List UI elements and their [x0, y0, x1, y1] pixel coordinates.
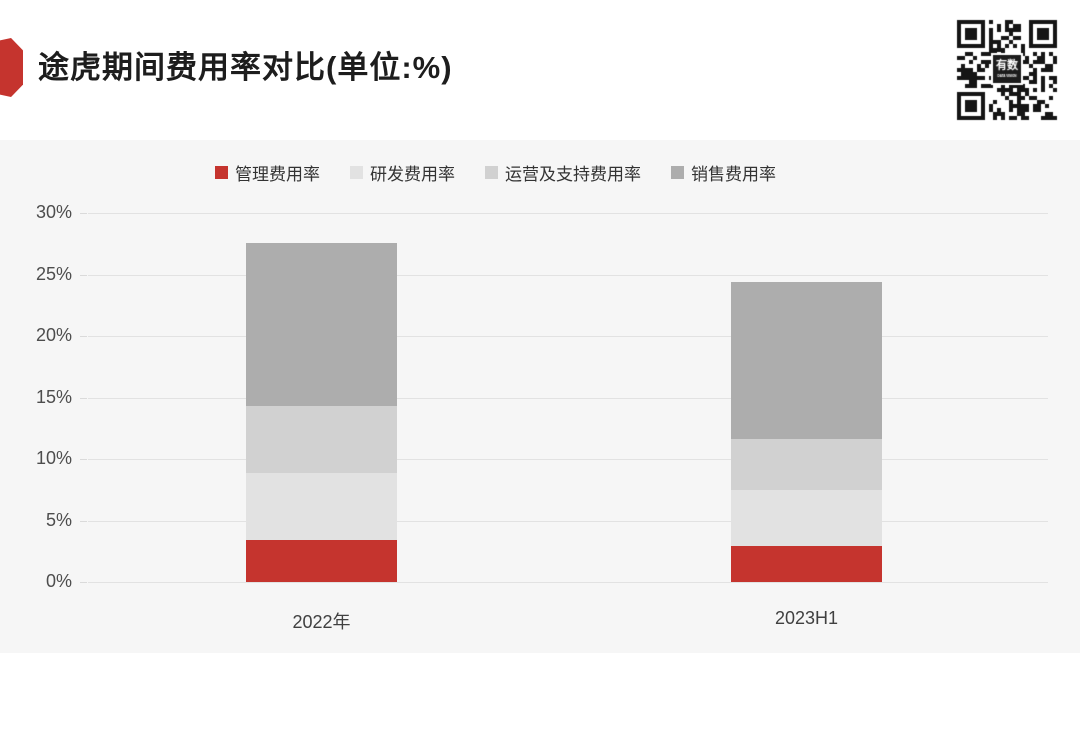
chart-area [0, 140, 1080, 653]
gridline-20pct [88, 336, 1048, 337]
y-axis-tick [80, 582, 87, 583]
bar-segment-研发费用率-2023H1 [731, 489, 882, 547]
page-title: 途虎期间费用率对比(单位:%) [38, 50, 453, 85]
legend-item-研发费用率: 研发费用率 [350, 160, 455, 185]
y-axis-label: 0% [45, 571, 72, 591]
qr-code [952, 16, 1062, 124]
y-axis-tick [80, 274, 87, 276]
gridline-10pct [88, 459, 1048, 460]
y-axis-tick [80, 213, 87, 214]
y-axis-tick [80, 459, 87, 460]
legend-item-运营及支持费用率: 运营及支持费用率 [485, 160, 641, 185]
legend-swatch-icon [215, 165, 228, 179]
legend-label: 研发费用率 [370, 164, 455, 184]
bar-segment-运营及支持费用率-2023H1 [731, 439, 882, 490]
footer: 数据来源:途虎招股书、Wind、公开资料 制图:有数Data Vision 有数… [0, 653, 1080, 742]
legend-label: 管理费用率 [235, 164, 320, 184]
legend-swatch-icon [350, 165, 363, 179]
legend-item-管理费用率: 管理费用率 [215, 160, 320, 185]
gridline-0pct [88, 582, 1048, 583]
bar-segment-管理费用率-2022年 [246, 540, 397, 582]
title-accent-marker [0, 38, 23, 97]
gridline-30pct [88, 213, 1048, 214]
y-axis-label: 10% [35, 448, 72, 468]
bar-segment-研发费用率-2022年 [246, 472, 397, 541]
y-axis-tick [80, 397, 87, 399]
legend-label: 运营及支持费用率 [505, 164, 641, 184]
gridline-15pct [88, 397, 1048, 399]
y-axis-label: 30% [35, 202, 72, 222]
y-axis-tick [80, 520, 87, 522]
y-axis-label: 20% [35, 325, 72, 345]
bar-segment-运营及支持费用率-2022年 [246, 406, 397, 473]
legend-swatch-icon [485, 165, 498, 179]
x-axis-label: 2022年 [292, 612, 351, 632]
gridline-5pct [88, 520, 1048, 522]
bar-segment-销售费用率-2023H1 [731, 281, 882, 440]
legend-swatch-icon [671, 165, 684, 179]
gridline-25pct [88, 274, 1048, 276]
legend-label: 销售费用率 [691, 164, 776, 184]
header: 途虎期间费用率对比(单位:%) [0, 0, 1080, 140]
x-axis-label: 2023H1 [774, 608, 839, 628]
y-axis-tick [80, 336, 87, 337]
legend-item-销售费用率: 销售费用率 [671, 160, 776, 185]
bar-segment-管理费用率-2023H1 [731, 546, 882, 582]
bar-segment-销售费用率-2022年 [246, 242, 397, 407]
qr-code-image [952, 16, 1062, 124]
y-axis-label: 5% [45, 509, 72, 530]
y-axis-label: 15% [35, 386, 72, 407]
chart-legend: 管理费用率 研发费用率 运营及支持费用率 销售费用率 [215, 160, 776, 185]
y-axis-label: 25% [35, 263, 72, 284]
